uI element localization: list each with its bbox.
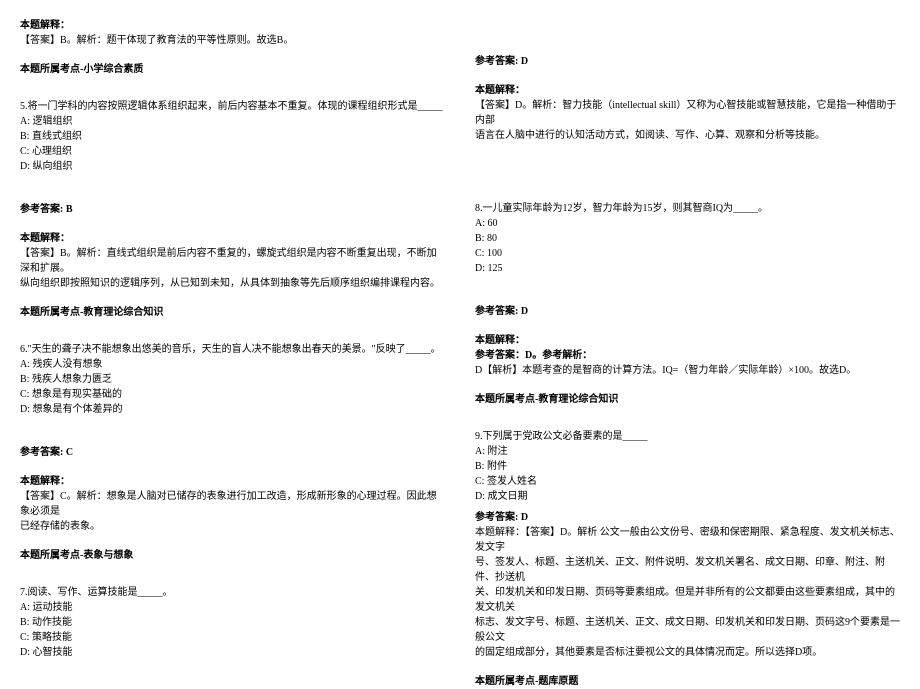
page: 本题解释： 【答案】B。解析：题干体现了教育法的平等性原则。故选B。 本题所属考… <box>0 0 920 689</box>
q6-stem: 6."天生的聋子决不能想象出悠美的音乐，天生的盲人决不能想象出春天的美景。"反映… <box>20 342 445 357</box>
q7: 7.阅读、写作、运算技能是_____。 A: 运动技能 B: 动作技能 C: 策… <box>20 585 445 660</box>
right-column: 参考答案: D 本题解释： 【答案】D。解析：智力技能（intellectual… <box>475 18 900 689</box>
explanation-body: 语言在人脑中进行的认知活动方式，如阅读、写作、心算、观察和分析等技能。 <box>475 128 900 143</box>
q7-option-c: C: 策略技能 <box>20 630 445 645</box>
q8-option-d: D: 125 <box>475 261 900 276</box>
explanation-body: D【解析】本题考查的是智商的计算方法。IQ=（智力年龄／实际年龄）×100。故选… <box>475 363 900 378</box>
q9-explanation: 本题解释：【答案】D。解析 公文一般由公文份号、密级和保密期限、紧急程度、发文机… <box>475 525 900 660</box>
q6-option-a: A: 残疾人没有想象 <box>20 357 445 372</box>
q5-topic: 本题所属考点-教育理论综合知识 <box>20 305 445 320</box>
q9-answer: 参考答案: D <box>475 510 900 525</box>
left-column: 本题解释： 【答案】B。解析：题干体现了教育法的平等性原则。故选B。 本题所属考… <box>20 18 445 689</box>
q9-topic: 本题所属考点-题库原题 <box>475 674 900 689</box>
explanation-body: 【答案】C。解析：想象是人脑对已储存的表象进行加工改造，形成新形象的心理过程。因… <box>20 489 445 519</box>
q5-option-c: C: 心理组织 <box>20 144 445 159</box>
q9-stem: 9.下列属于党政公文必备要素的是_____ <box>475 429 900 444</box>
q8-stem: 8.一儿童实际年龄为12岁，智力年龄为15岁，则其智商IQ为_____。 <box>475 201 900 216</box>
q9-option-c: C: 签发人姓名 <box>475 474 900 489</box>
q5-option-b: B: 直线式组织 <box>20 129 445 144</box>
q7-option-d: D: 心智技能 <box>20 645 445 660</box>
q8-topic: 本题所属考点-教育理论综合知识 <box>475 392 900 407</box>
explanation-body: 本题解释：【答案】D。解析 公文一般由公文份号、密级和保密期限、紧急程度、发文机… <box>475 525 900 555</box>
explanation-body: 【答案】B。解析：直线式组织是前后内容不重复的，螺旋式组织是内容不断重复出现，不… <box>20 246 445 276</box>
q8: 8.一儿童实际年龄为12岁，智力年龄为15岁，则其智商IQ为_____。 A: … <box>475 201 900 276</box>
q9-option-d: D: 成文日期 <box>475 489 900 504</box>
q9: 9.下列属于党政公文必备要素的是_____ A: 附注 B: 附件 C: 签发人… <box>475 429 900 504</box>
q8-option-c: C: 100 <box>475 246 900 261</box>
q9-option-b: B: 附件 <box>475 459 900 474</box>
q8-explanation: 本题解释： 参考答案：D。参考解析： D【解析】本题考查的是智商的计算方法。IQ… <box>475 333 900 378</box>
explanation-body: 已经存储的表象。 <box>20 519 445 534</box>
q4-topic: 本题所属考点-小学综合素质 <box>20 62 445 77</box>
q8-option-a: A: 60 <box>475 216 900 231</box>
explanation-sub: 参考答案：D。参考解析： <box>475 348 900 363</box>
q7-explanation: 本题解释： 【答案】D。解析：智力技能（intellectual skill）又… <box>475 83 900 143</box>
explanation-body: 【答案】B。解析：题干体现了教育法的平等性原则。故选B。 <box>20 33 445 48</box>
q8-option-b: B: 80 <box>475 231 900 246</box>
explanation-body: 号、签发人、标题、主送机关、正文、附件说明、发文机关署名、成文日期、印章、附注、… <box>475 555 900 585</box>
q6-answer: 参考答案: C <box>20 445 445 460</box>
explanation-body: 纵向组织即按照知识的逻辑序列，从已知到未知，从具体到抽象等先后顺序组织编排课程内… <box>20 276 445 291</box>
q5-answer: 参考答案: B <box>20 202 445 217</box>
q6-option-d: D: 想象是有个体差异的 <box>20 402 445 417</box>
explanation-body: 的固定组成部分，其他要素是否标注要视公文的具体情况而定。所以选择D项。 <box>475 645 900 660</box>
explanation-body: 【答案】D。解析：智力技能（intellectual skill）又称为心智技能… <box>475 98 900 128</box>
q6-option-c: C: 想象是有现实基础的 <box>20 387 445 402</box>
q7-option-b: B: 动作技能 <box>20 615 445 630</box>
q6-topic: 本题所属考点-表象与想象 <box>20 548 445 563</box>
explanation-title: 本题解释： <box>20 474 445 489</box>
explanation-title: 本题解释： <box>475 83 900 98</box>
q5-option-a: A: 逻辑组织 <box>20 114 445 129</box>
q6-option-b: B: 残疾人想象力匮乏 <box>20 372 445 387</box>
q7-stem: 7.阅读、写作、运算技能是_____。 <box>20 585 445 600</box>
explanation-title: 本题解释： <box>475 333 900 348</box>
explanation-title: 本题解释： <box>20 18 445 33</box>
q6: 6."天生的聋子决不能想象出悠美的音乐，天生的盲人决不能想象出春天的美景。"反映… <box>20 342 445 417</box>
explanation-body: 标志、发文字号、标题、主送机关、正文、成文日期、印发机关和印发日期、页码这9个要… <box>475 615 900 645</box>
explanation-body: 关、印发机关和印发日期、页码等要素组成。但是并非所有的公文都要由这些要素组成，其… <box>475 585 900 615</box>
q5: 5.将一门学科的内容按照逻辑体系组织起来，前后内容基本不重复。体现的课程组织形式… <box>20 99 445 174</box>
q4-explanation: 本题解释： 【答案】B。解析：题干体现了教育法的平等性原则。故选B。 <box>20 18 445 48</box>
q9-option-a: A: 附注 <box>475 444 900 459</box>
q5-option-d: D: 纵向组织 <box>20 159 445 174</box>
q5-explanation: 本题解释： 【答案】B。解析：直线式组织是前后内容不重复的，螺旋式组织是内容不断… <box>20 231 445 291</box>
q5-stem: 5.将一门学科的内容按照逻辑体系组织起来，前后内容基本不重复。体现的课程组织形式… <box>20 99 445 114</box>
q8-answer: 参考答案: D <box>475 304 900 319</box>
explanation-title: 本题解释： <box>20 231 445 246</box>
q6-explanation: 本题解释： 【答案】C。解析：想象是人脑对已储存的表象进行加工改造，形成新形象的… <box>20 474 445 534</box>
q7-answer: 参考答案: D <box>475 54 900 69</box>
q7-option-a: A: 运动技能 <box>20 600 445 615</box>
